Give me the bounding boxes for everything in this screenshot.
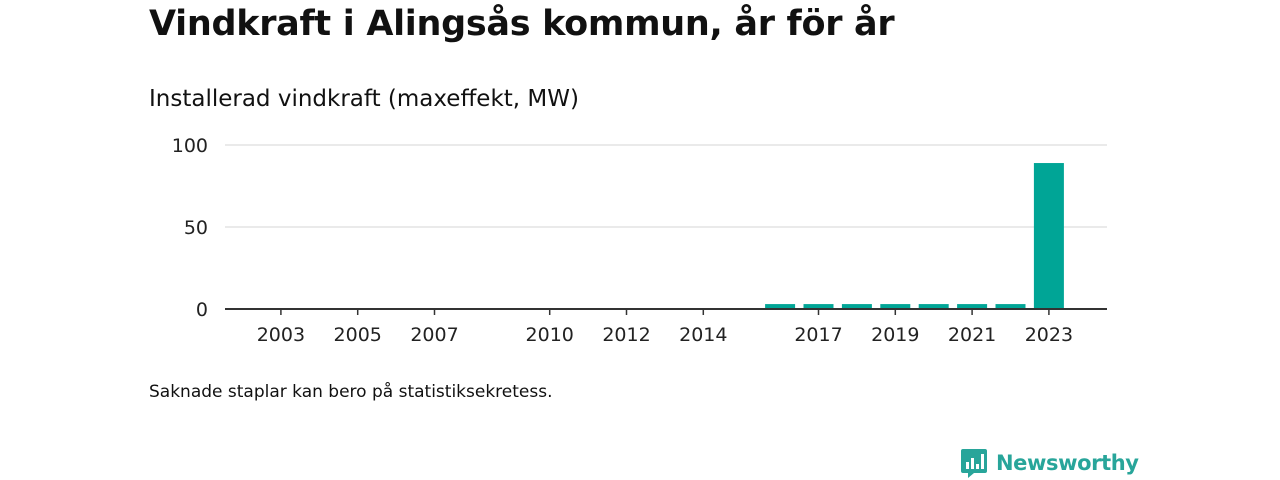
x-tick-label: 2023: [1025, 324, 1073, 346]
chart-subtitle: Installerad vindkraft (maxeffekt, MW): [149, 86, 579, 112]
x-tick-label: 2017: [794, 324, 842, 346]
chart-title: Vindkraft i Alingsås kommun, år för år: [149, 4, 895, 44]
y-tick-label: 100: [172, 135, 208, 157]
bar: [918, 304, 949, 309]
bar: [995, 304, 1026, 309]
bar: [803, 304, 834, 309]
newsworthy-icon: [961, 449, 987, 478]
bar: [841, 304, 872, 309]
x-tick-label: 2010: [526, 324, 574, 346]
x-tick-label: 2021: [948, 324, 996, 346]
newsworthy-logo: Newsworthy: [960, 446, 1139, 480]
bar: [1033, 163, 1064, 309]
y-tick-label: 50: [184, 217, 208, 239]
bar: [880, 304, 911, 309]
bar: [957, 304, 988, 309]
x-tick-label: 2019: [871, 324, 919, 346]
footnote: Saknade staplar kan bero på statistiksek…: [149, 382, 553, 402]
bar: [765, 304, 796, 309]
y-tick-label: 0: [196, 299, 208, 321]
x-tick-label: 2007: [410, 324, 458, 346]
x-tick-label: 2012: [602, 324, 650, 346]
brand-name: Newsworthy: [996, 451, 1139, 475]
x-tick-label: 2005: [334, 324, 382, 346]
x-tick-label: 2003: [257, 324, 305, 346]
x-tick-label: 2014: [679, 324, 727, 346]
